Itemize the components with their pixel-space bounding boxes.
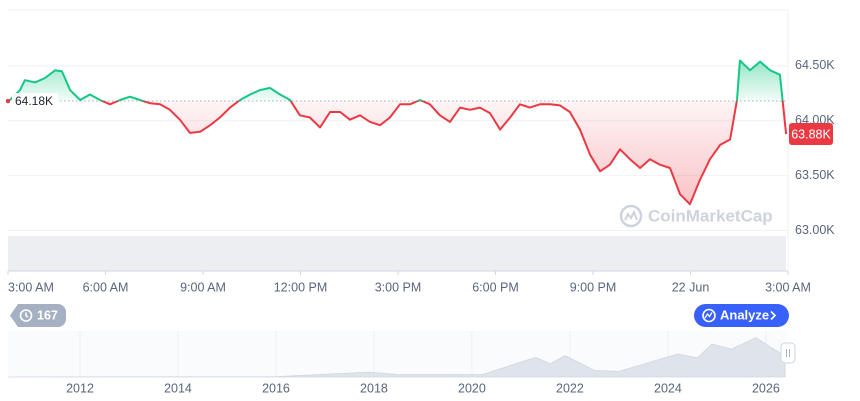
navigator: 2012 2014 2016 2018 2020 2022 2024 2026 xyxy=(7,331,786,395)
navigator-handle[interactable] xyxy=(780,342,796,364)
x-tick-label: 3:00 AM xyxy=(8,280,54,294)
navigator-tick-label: 2012 xyxy=(66,381,94,395)
x-tick-label: 22 Jun xyxy=(672,280,710,294)
y-tick-label: 63.00K xyxy=(795,223,835,237)
last-price-label: 63.88K xyxy=(791,127,831,141)
x-tick-label: 12:00 PM xyxy=(274,280,328,294)
navigator-tick-label: 2016 xyxy=(262,381,290,395)
x-tick-label: 6:00 AM xyxy=(83,280,129,294)
last-price-box xyxy=(789,122,833,145)
x-tick-label: 3:00 AM xyxy=(765,280,811,294)
navigator-area xyxy=(7,337,786,378)
history-badge[interactable]: 167 xyxy=(10,304,66,327)
navigator-tick-label: 2014 xyxy=(164,381,192,395)
baseline-dot xyxy=(5,98,11,104)
price-line xyxy=(9,59,788,206)
x-tick-label: 6:00 PM xyxy=(472,280,519,294)
x-tick-label: 9:00 PM xyxy=(570,280,617,294)
watermark: CoinMarketCap xyxy=(619,204,773,228)
navigator-tick-label: 2018 xyxy=(360,381,388,395)
navigator-tick-label: 2024 xyxy=(654,381,682,395)
x-tick-label: 3:00 PM xyxy=(375,280,422,294)
volume-strip xyxy=(8,236,786,271)
x-tick-label: 9:00 AM xyxy=(180,280,226,294)
baseline-label-bg xyxy=(12,93,58,110)
navigator-tick-label: 2020 xyxy=(458,381,486,395)
baseline-label: 64.18K xyxy=(15,94,53,108)
navigator-tick-label: 2026 xyxy=(752,381,780,395)
price-area xyxy=(10,60,787,205)
y-tick-label: 64.50K xyxy=(795,58,835,72)
badge-count: 167 xyxy=(37,308,58,322)
y-tick-label: 63.50K xyxy=(795,168,835,182)
watermark-text: CoinMarketCap xyxy=(648,206,773,225)
analyze-button[interactable]: Analyze xyxy=(694,304,789,327)
analyze-label: Analyze xyxy=(720,307,769,322)
navigator-tick-label: 2022 xyxy=(556,381,584,395)
